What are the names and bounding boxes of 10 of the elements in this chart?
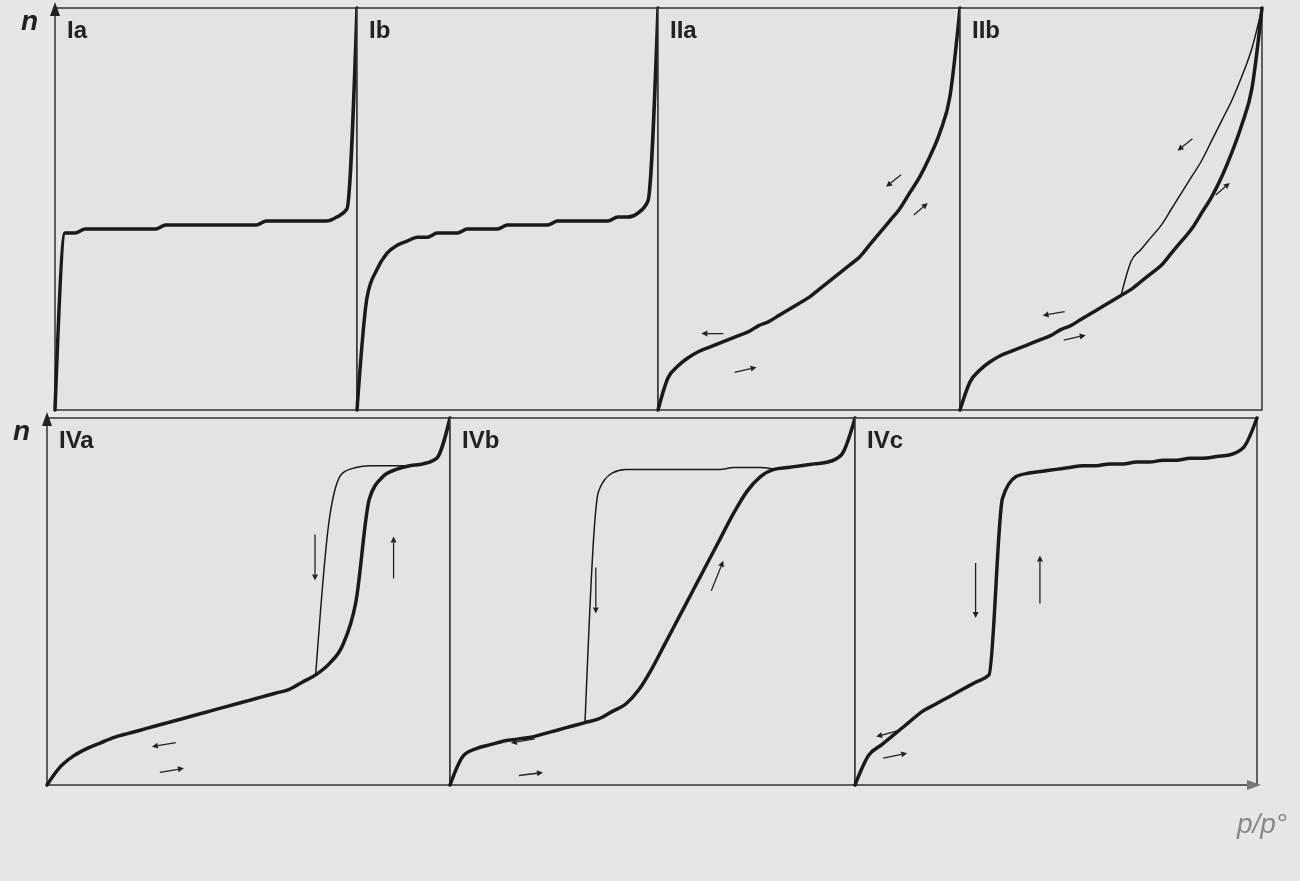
chart-title: IIa [670,16,698,43]
chart-title: IIb [972,16,1000,43]
y-axis-title: n [13,415,31,446]
chart-title: IVa [59,426,95,453]
chart-title: IVc [867,426,904,453]
y-axis-title: n [21,5,39,36]
chart-title: Ia [67,16,88,43]
x-axis-title: p/p° [1235,808,1287,839]
chart-title: Ib [369,16,391,43]
chart-title: IVb [462,426,500,453]
